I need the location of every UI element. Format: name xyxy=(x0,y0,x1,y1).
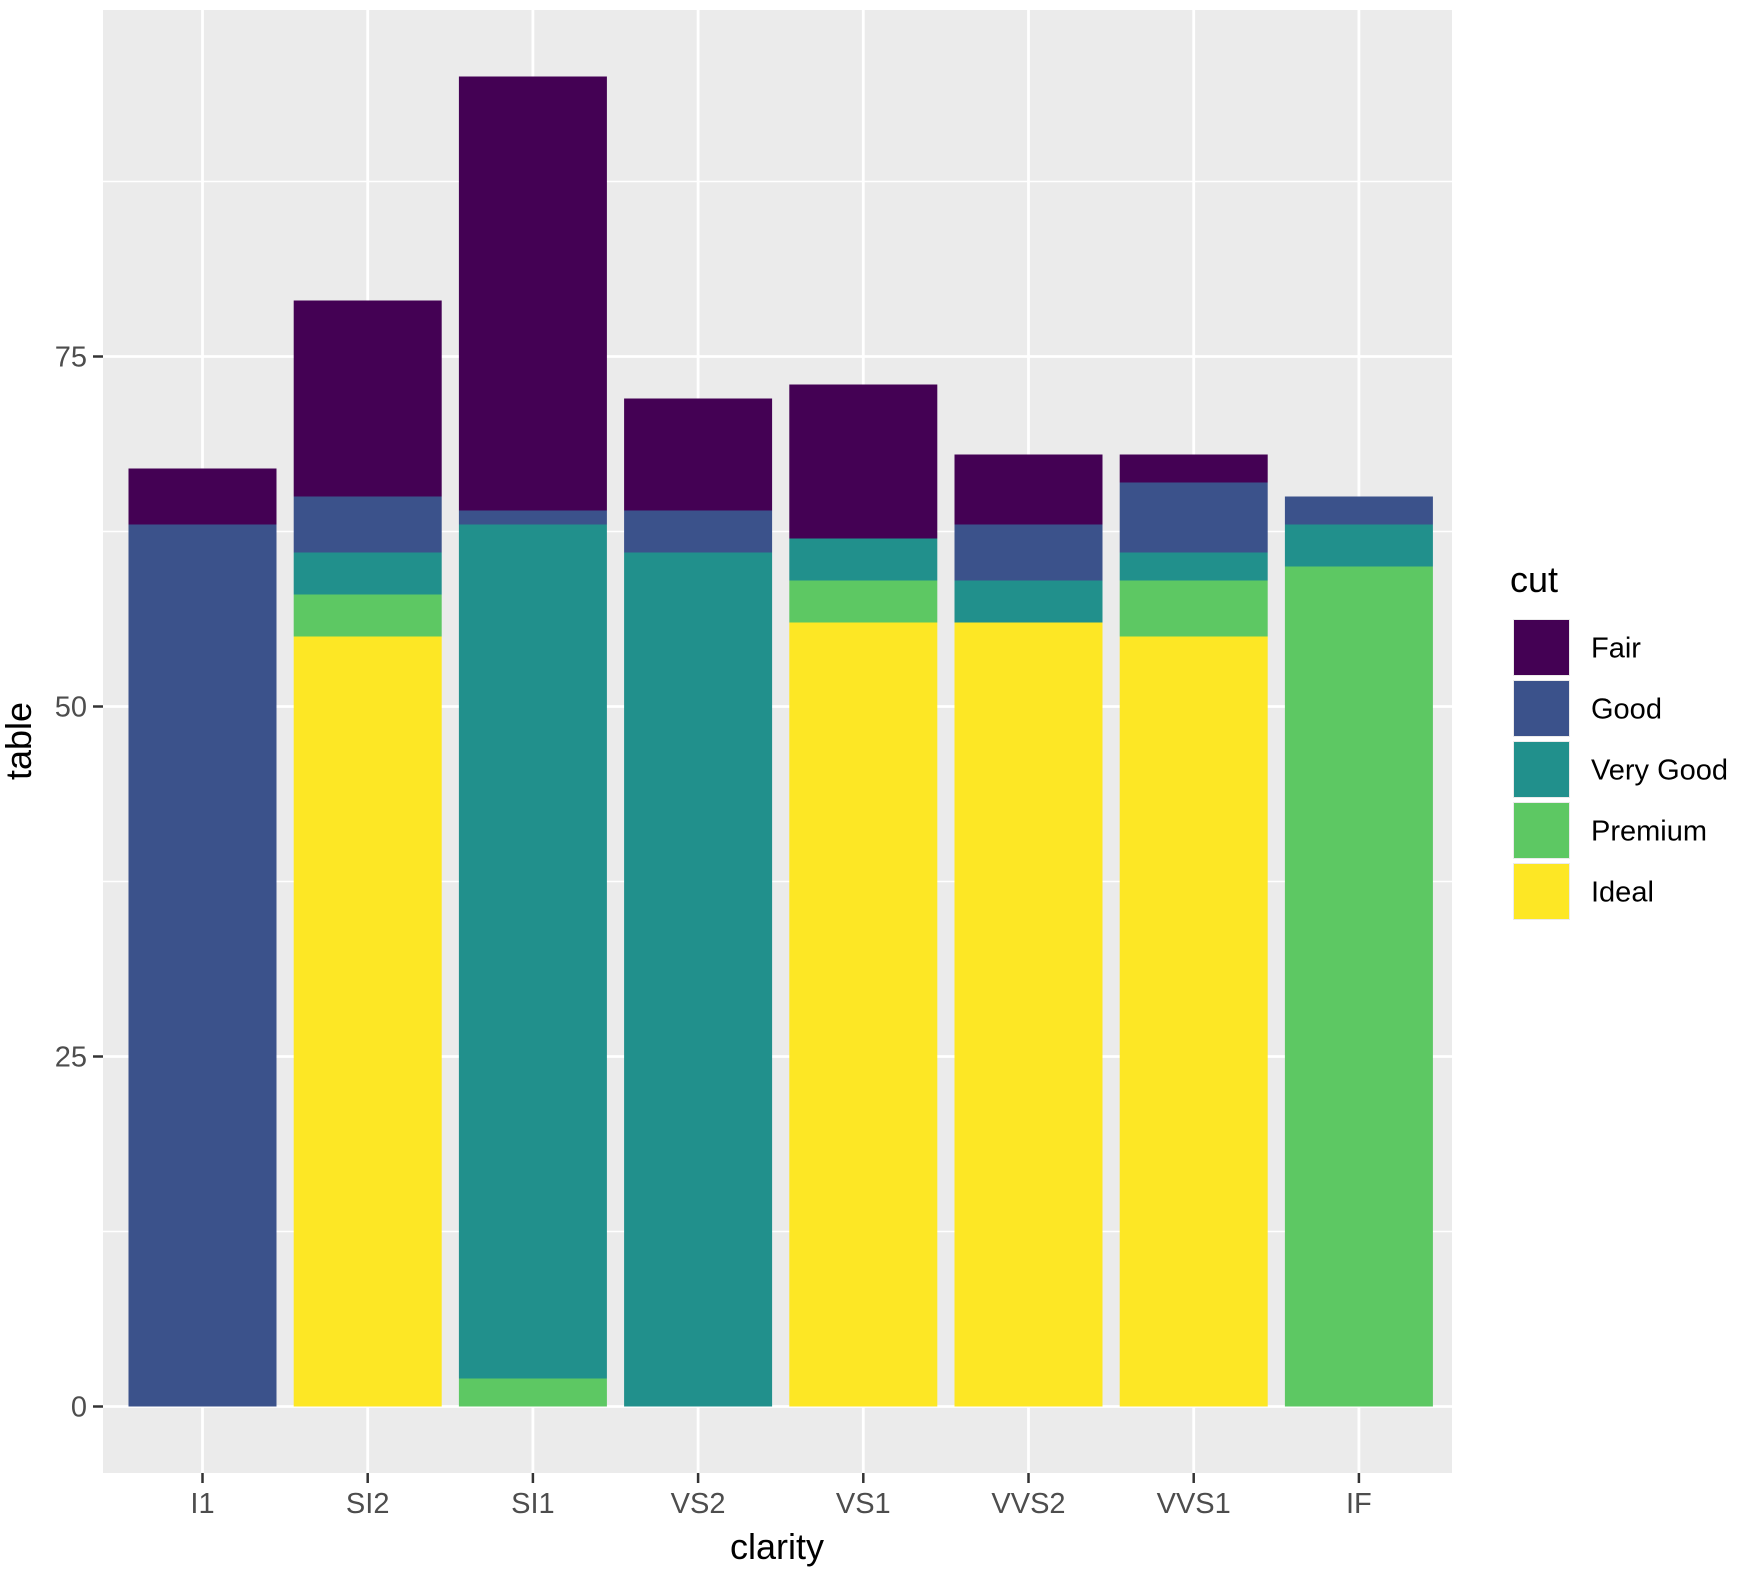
legend-key-swatch xyxy=(1514,803,1569,858)
x-tick-label: VS1 xyxy=(836,1488,891,1520)
bar-segment-i1-fair xyxy=(128,468,277,525)
bar-segment-si2-ideal xyxy=(293,636,442,1407)
legend-key-swatch xyxy=(1514,864,1569,919)
bar-segment-vvs1-premium xyxy=(1119,580,1268,637)
bar-segment-vs2-very-good xyxy=(624,552,773,1407)
bar-segment-vs2-good xyxy=(624,510,773,553)
bars xyxy=(128,76,1433,1407)
bar-segment-si1-fair xyxy=(458,76,607,511)
y-tick-label: 50 xyxy=(55,692,87,724)
bar-segment-vs1-premium xyxy=(789,580,938,623)
y-tick-label: 25 xyxy=(55,1042,87,1074)
x-axis: I1 SI2 SI1 VS2 VS1 VVS2 VVS1 IF xyxy=(190,1473,1372,1520)
bar-segment-if-very-good xyxy=(1284,524,1433,567)
legend-label: Ideal xyxy=(1591,877,1654,909)
x-tick-label: I1 xyxy=(190,1488,214,1520)
legend-label: Fair xyxy=(1591,633,1641,665)
x-tick-label: SI2 xyxy=(346,1488,390,1520)
bar-segment-if-premium xyxy=(1284,566,1433,1407)
bar-segment-si2-good xyxy=(293,496,442,553)
x-tick-label: VS2 xyxy=(671,1488,726,1520)
legend-label: Very Good xyxy=(1591,755,1728,787)
x-tick-label: IF xyxy=(1346,1488,1372,1520)
legend-key-swatch xyxy=(1514,681,1569,736)
bar-segment-vvs2-fair xyxy=(954,454,1103,525)
bar-segment-vvs1-ideal xyxy=(1119,636,1268,1407)
x-tick-label: VVS2 xyxy=(991,1488,1065,1520)
y-axis-title: table xyxy=(0,702,39,780)
bar-segment-vs1-ideal xyxy=(789,622,938,1407)
bar-segment-vvs1-good xyxy=(1119,482,1268,553)
legend: cut Fair Good Very Good Premium Ideal xyxy=(1510,559,1728,920)
bar-segment-vvs1-very-good xyxy=(1119,552,1268,581)
bar-segment-vvs1-fair xyxy=(1119,454,1268,483)
bar-segment-vs1-very-good xyxy=(789,538,938,581)
bar-segment-i1-good xyxy=(128,524,277,1407)
bar-segment-si1-premium xyxy=(458,1378,607,1407)
y-tick-label: 75 xyxy=(55,342,87,374)
bar-segment-si2-fair xyxy=(293,300,442,497)
bar-segment-si1-good xyxy=(458,510,607,525)
legend-key-swatch xyxy=(1514,620,1569,675)
bar-segment-si1-very-good xyxy=(458,524,607,1379)
legend-label: Premium xyxy=(1591,816,1707,848)
y-tick-label: 0 xyxy=(71,1392,87,1424)
x-tick-label: VVS1 xyxy=(1157,1488,1231,1520)
bar-segment-si2-premium xyxy=(293,594,442,637)
legend-key-swatch xyxy=(1514,742,1569,797)
bar-segment-vvs2-good xyxy=(954,524,1103,581)
bar-segment-si2-very-good xyxy=(293,552,442,595)
legend-label: Good xyxy=(1591,694,1662,726)
x-tick-label: SI1 xyxy=(511,1488,555,1520)
bar-segment-vvs2-ideal xyxy=(954,622,1103,1407)
x-axis-title: clarity xyxy=(730,1526,824,1567)
y-axis: 0 25 50 75 xyxy=(55,342,103,1424)
legend-title: cut xyxy=(1510,559,1558,600)
bar-segment-if-good xyxy=(1284,496,1433,525)
bar-segment-vs1-fair xyxy=(789,384,938,539)
bar-segment-vvs2-very-good xyxy=(954,580,1103,623)
bar-segment-vs2-fair xyxy=(624,398,773,511)
